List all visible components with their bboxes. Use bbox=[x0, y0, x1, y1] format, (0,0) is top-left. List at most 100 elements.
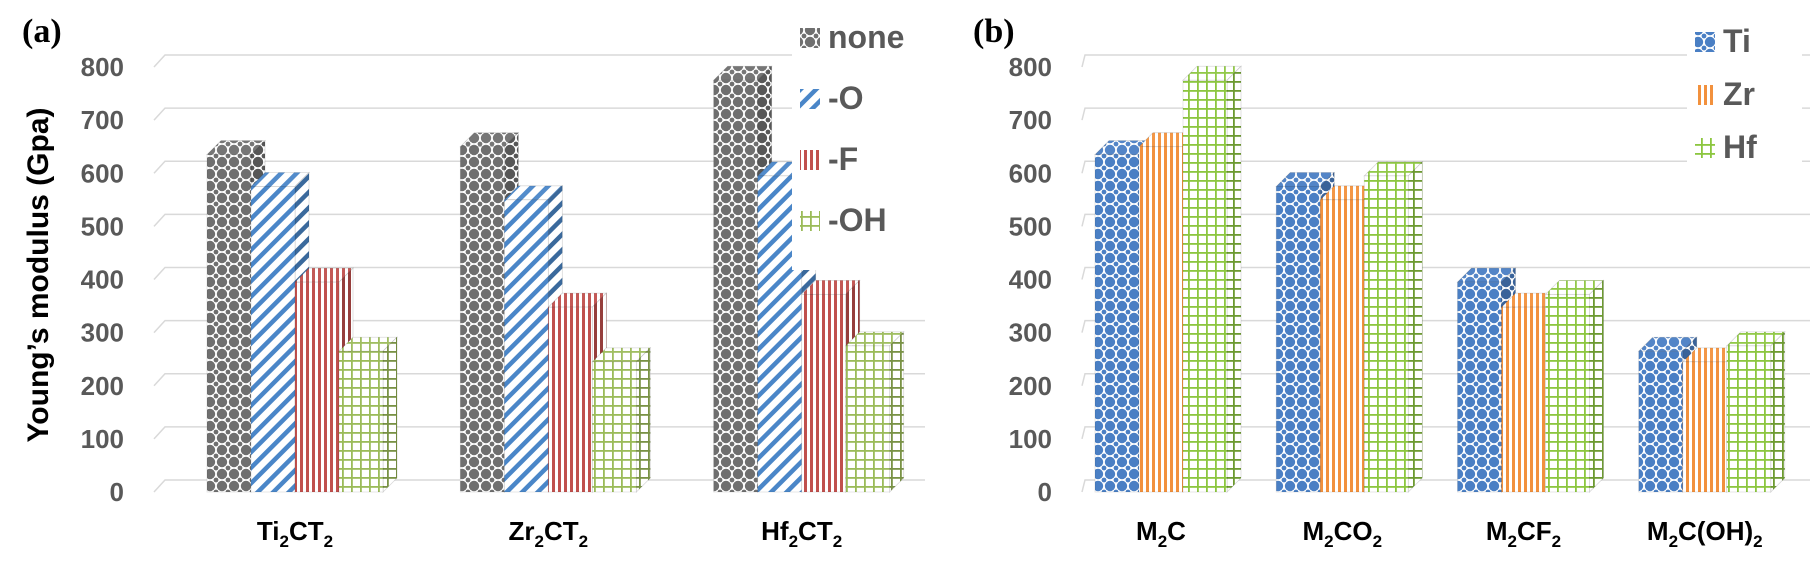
label-text: CT bbox=[289, 516, 324, 546]
legend-label: -F bbox=[828, 141, 858, 177]
gridline bbox=[153, 213, 925, 227]
panel-a-gridlines bbox=[153, 54, 925, 493]
bar-front-face bbox=[1094, 154, 1140, 493]
y-tick-label: 400 bbox=[1009, 265, 1052, 295]
bar-side-face bbox=[889, 330, 905, 493]
label-subscript: 2 bbox=[1669, 532, 1678, 551]
bar-front-face bbox=[1275, 186, 1321, 493]
bar-front-face bbox=[1726, 345, 1772, 493]
bar-front-face bbox=[1319, 199, 1365, 493]
bar-front-face bbox=[1138, 146, 1184, 493]
legend-label: Hf bbox=[1723, 129, 1757, 165]
y-tick-label: 200 bbox=[1009, 371, 1052, 401]
y-tick-label: 800 bbox=[81, 52, 124, 82]
bar--OH-ZrCT bbox=[591, 346, 652, 493]
gridline bbox=[1081, 54, 1810, 68]
label-subscript: 2 bbox=[789, 532, 798, 551]
x-category-label: M2CO2 bbox=[1302, 516, 1382, 551]
y-tick-label: 800 bbox=[1009, 52, 1052, 82]
bar-front-face bbox=[459, 146, 505, 493]
legend-item-O: -O bbox=[800, 80, 864, 116]
bar-front-face bbox=[294, 281, 340, 493]
label-subscript: 2 bbox=[324, 532, 333, 551]
label-subscript: 2 bbox=[833, 532, 842, 551]
legend-swatch bbox=[800, 150, 820, 170]
y-tick-label: 700 bbox=[1009, 105, 1052, 135]
label-text: Ti bbox=[257, 516, 280, 546]
panel-b-y-ticks: 0 100 200 300 400 500 600 700 800 bbox=[1009, 52, 1052, 507]
panel-a-y-ticks: 0 100 200 300 400 500 600 700 800 bbox=[81, 52, 124, 507]
x-category-label: M2CF2 bbox=[1486, 516, 1561, 551]
y-tick-label: 600 bbox=[1009, 158, 1052, 188]
y-tick-label: 100 bbox=[81, 424, 124, 454]
bar-front-face bbox=[1545, 293, 1590, 493]
x-category-label: M2C(OH)2 bbox=[1647, 516, 1763, 551]
gridline bbox=[1081, 160, 1810, 174]
label-text: CT bbox=[544, 516, 579, 546]
label-subscript: 2 bbox=[1324, 532, 1333, 551]
y-tick-label: 300 bbox=[81, 318, 124, 348]
label-subscript: 2 bbox=[1373, 532, 1382, 551]
panel-b-x-labels: M2C M2CO2 M2CF2 M2C(OH)2 bbox=[1136, 516, 1763, 551]
label-subscript: 2 bbox=[1552, 532, 1561, 551]
label-text: CF bbox=[1517, 516, 1552, 546]
bar--OH-HfCT bbox=[844, 330, 905, 493]
y-tick-label: 0 bbox=[1038, 477, 1052, 507]
legend-item-Hf: Hf bbox=[1695, 129, 1757, 165]
gridline bbox=[1081, 266, 1810, 280]
legend-swatch bbox=[800, 28, 820, 48]
legend-label: Ti bbox=[1723, 23, 1751, 59]
gridline bbox=[153, 373, 925, 387]
bar-side-face bbox=[1226, 65, 1242, 493]
legend-label: -O bbox=[828, 80, 864, 116]
y-tick-label: 300 bbox=[1009, 318, 1052, 348]
bar-side-face bbox=[1407, 160, 1423, 493]
legend-swatch bbox=[1695, 32, 1715, 52]
legend-item-none: none bbox=[800, 19, 904, 55]
bar-front-face bbox=[801, 293, 847, 493]
gridline bbox=[153, 319, 925, 334]
legend-swatch bbox=[1695, 138, 1715, 158]
label-text: M bbox=[1647, 516, 1669, 546]
label-subscript: 2 bbox=[1753, 532, 1762, 551]
bar-front-face bbox=[503, 199, 549, 493]
label-text: Zr bbox=[509, 516, 535, 546]
bar-Hf-MCF bbox=[1544, 279, 1605, 493]
bar-front-face bbox=[713, 79, 759, 493]
label-text: CT bbox=[798, 516, 833, 546]
gridline bbox=[153, 107, 925, 121]
label-subscript: 2 bbox=[280, 532, 289, 551]
gridline bbox=[153, 160, 925, 174]
bar-side-face bbox=[382, 336, 398, 493]
y-tick-label: 600 bbox=[81, 158, 124, 188]
bar-front-face bbox=[547, 306, 593, 493]
label-text: Hf bbox=[761, 516, 789, 546]
bar-Hf-MC bbox=[1182, 65, 1242, 493]
label-subscript: 2 bbox=[1158, 532, 1167, 551]
bar-front-face bbox=[250, 186, 296, 493]
bar--OH-TiCT bbox=[338, 336, 398, 493]
bar-front-face bbox=[1363, 175, 1409, 493]
bar-Hf-MC(OH) bbox=[1725, 330, 1786, 493]
panel-b-label: (b) bbox=[973, 13, 1015, 50]
label-text: C bbox=[1167, 516, 1186, 546]
bar-front-face bbox=[1638, 350, 1684, 493]
legend-label: none bbox=[828, 19, 904, 55]
panel-a-legend: none -O -F -OH bbox=[792, 19, 932, 270]
bar-front-face bbox=[845, 345, 891, 493]
y-tick-label: 400 bbox=[81, 265, 124, 295]
panel-a-label: (a) bbox=[22, 13, 62, 50]
x-category-label: M2C bbox=[1136, 516, 1186, 551]
bar-front-face bbox=[338, 350, 384, 493]
label-text: M bbox=[1136, 516, 1158, 546]
gridline bbox=[1081, 213, 1810, 227]
bar-front-face bbox=[1501, 306, 1546, 493]
y-tick-label: 700 bbox=[81, 105, 124, 135]
label-subscript: 2 bbox=[1508, 532, 1517, 551]
x-category-label: Zr2CT2 bbox=[509, 516, 589, 551]
legend-swatch bbox=[1695, 85, 1715, 105]
panel-a-chart: (a) Young’s modulus (Gpa) 0 100 200 300 400 5… bbox=[22, 13, 932, 551]
bar-front-face bbox=[1457, 281, 1502, 493]
